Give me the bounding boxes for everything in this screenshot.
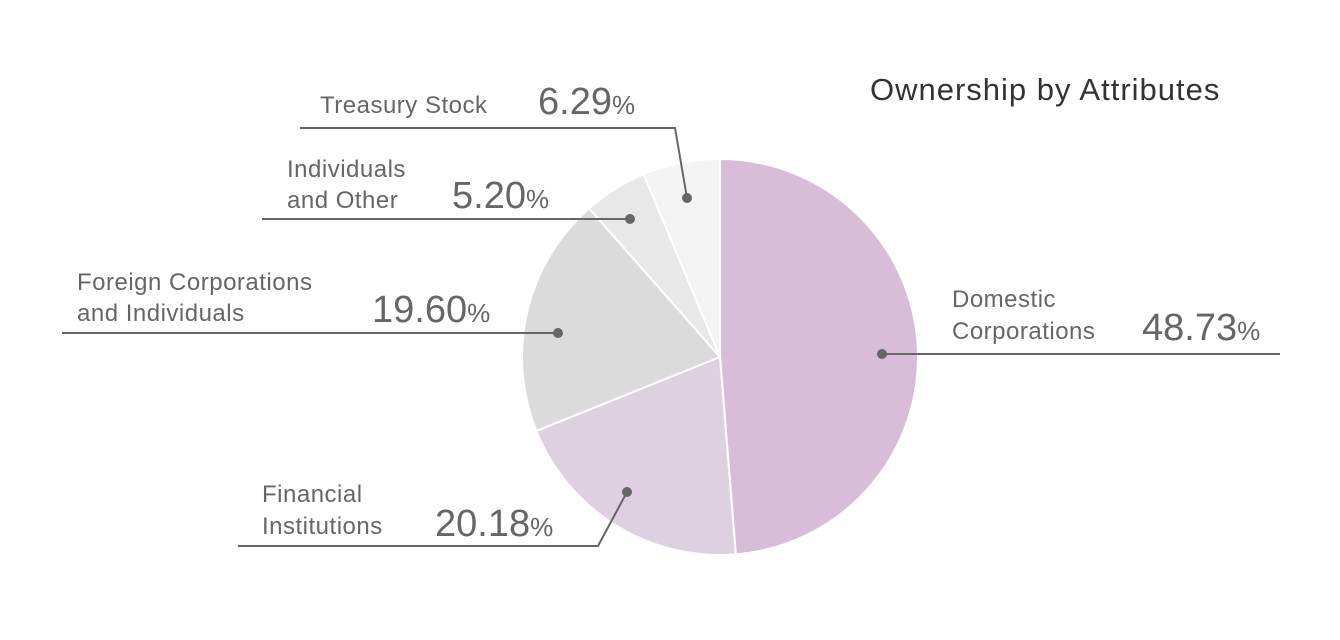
- slice-label: Financial: [262, 481, 363, 508]
- leader-dot: [553, 328, 563, 338]
- pie-slice-foreign-corporations: [521, 206, 722, 433]
- slice-value: 19.60%: [372, 289, 490, 331]
- leader-dot: [622, 487, 632, 497]
- pie-slice-domestic-corporations: [719, 157, 919, 556]
- slice-label: Foreign Corporations: [77, 269, 312, 296]
- slice-label: Corporations: [952, 318, 1095, 345]
- label-individuals-and-other: Individuals and Other 5.20%: [262, 156, 635, 224]
- leader-dot: [625, 214, 635, 224]
- slice-label: and Other: [287, 187, 398, 214]
- slice-value: 5.20%: [452, 175, 549, 217]
- leader-dot: [877, 349, 887, 359]
- label-financial-institutions: Financial Institutions 20.18%: [238, 481, 632, 547]
- slice-value: 6.29%: [538, 81, 635, 123]
- pie-slice-financial-institutions: [535, 355, 737, 556]
- label-domestic-corporations: Domestic Corporations 48.73%: [877, 286, 1280, 359]
- slice-label: Institutions: [262, 513, 383, 540]
- slice-value: 20.18%: [435, 503, 553, 545]
- leader-line: [238, 491, 628, 547]
- slice-value: 48.73%: [1142, 307, 1260, 349]
- label-treasury-stock: Treasury Stock 6.29%: [300, 81, 692, 203]
- slice-label: Individuals: [287, 156, 406, 183]
- pie-slices: [521, 157, 919, 556]
- leader-dot: [682, 193, 692, 203]
- slice-label: and Individuals: [77, 300, 245, 327]
- chart-title: Ownership by Attributes: [870, 72, 1220, 107]
- slice-label: Treasury Stock: [320, 92, 488, 119]
- slice-label: Domestic: [952, 286, 1056, 313]
- leader-line: [300, 127, 688, 199]
- label-foreign-corporations: Foreign Corporations and Individuals 19.…: [62, 269, 563, 338]
